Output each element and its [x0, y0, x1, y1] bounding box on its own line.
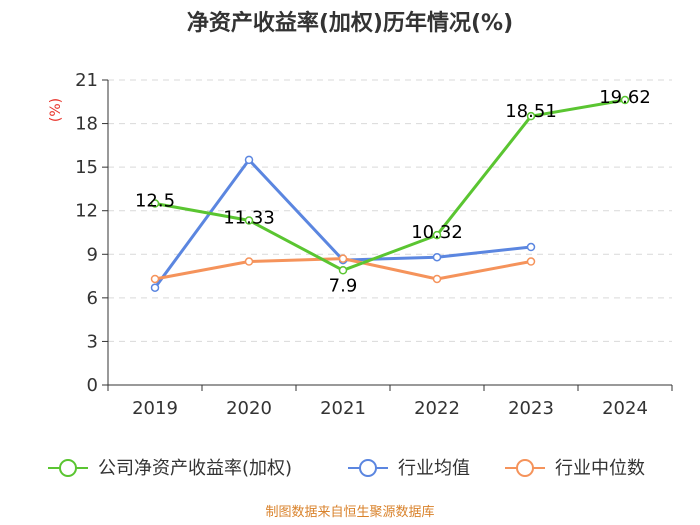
data-point[interactable] — [150, 199, 160, 208]
y-tick-label: 3 — [87, 331, 98, 352]
data-label: 11.33 — [223, 207, 275, 228]
data-label: 10.32 — [411, 222, 463, 243]
x-tick-label: 2019 — [132, 398, 178, 419]
data-point[interactable] — [526, 111, 536, 121]
data-point[interactable] — [620, 95, 630, 105]
legend-label: 公司净资产收益率(加权) — [98, 458, 292, 479]
data-point[interactable] — [432, 230, 442, 240]
legend-marker — [59, 459, 77, 477]
legend-label: 行业均值 — [398, 458, 470, 479]
data-point[interactable] — [244, 216, 254, 225]
axes: 0 3 6 9 12 15 18 21 2019 2020 2021 2022 2023 2024 — [75, 70, 673, 419]
y-axis-label: (%) — [48, 98, 64, 122]
x-tick-label: 2022 — [414, 398, 460, 419]
legend-item[interactable]: 公司净资产收益率(加权) — [48, 458, 292, 479]
y-tick-label: 0 — [87, 375, 98, 396]
y-tick-label: 9 — [87, 244, 98, 265]
data-point[interactable] — [244, 155, 254, 165]
x-tick-label: 2020 — [226, 398, 272, 419]
data-point[interactable] — [432, 274, 442, 284]
legend-item[interactable]: 行业均值 — [348, 458, 470, 479]
x-tick-label: 2021 — [320, 398, 366, 419]
source-note: 制图数据来自恒生聚源数据库 — [265, 504, 434, 520]
data-point[interactable] — [432, 252, 442, 262]
y-tick-label: 18 — [75, 114, 98, 135]
legend-marker — [516, 459, 534, 477]
data-point[interactable] — [526, 257, 536, 266]
data-point[interactable] — [338, 254, 348, 263]
y-tick-label: 6 — [87, 288, 98, 309]
data-label: 19.62 — [599, 87, 651, 108]
data-point[interactable] — [244, 257, 254, 266]
legend: 公司净资产收益率(加权) 行业均值 行业中位数 — [48, 458, 645, 479]
data-label: 7.9 — [329, 275, 358, 296]
data-labels: 12.5 11.33 7.9 10.32 18.51 19.62 — [135, 87, 651, 296]
x-tick-label: 2024 — [602, 398, 648, 419]
y-tick-label: 15 — [75, 157, 98, 178]
series-layer — [150, 95, 630, 292]
data-point[interactable] — [150, 274, 160, 284]
series-2 — [150, 254, 536, 284]
legend-item[interactable]: 行业中位数 — [505, 458, 645, 479]
data-point[interactable] — [150, 283, 160, 292]
y-tick-label: 12 — [75, 201, 98, 222]
x-tick-label: 2023 — [508, 398, 554, 419]
legend-label: 行业中位数 — [555, 458, 645, 479]
data-label: 18.51 — [505, 101, 557, 122]
data-point[interactable] — [526, 242, 536, 252]
series-0 — [150, 95, 630, 275]
data-label: 12.5 — [135, 190, 175, 211]
legend-marker — [359, 459, 377, 477]
y-tick-label: 21 — [75, 70, 98, 91]
data-point[interactable] — [338, 266, 348, 275]
series-line — [154, 98, 626, 272]
chart-title: 净资产收益率(加权)历年情况(%) — [187, 10, 513, 36]
